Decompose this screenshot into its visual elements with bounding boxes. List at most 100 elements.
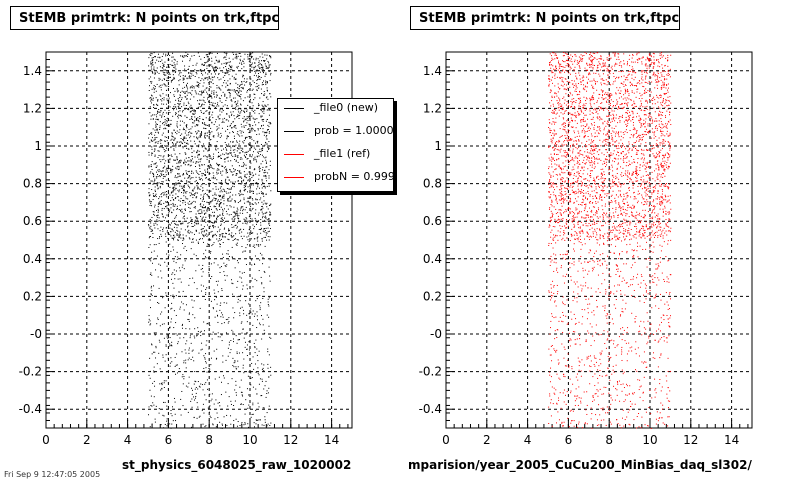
- scatter-point: [175, 223, 177, 225]
- scatter-point: [154, 195, 156, 197]
- scatter-point: [192, 172, 194, 174]
- scatter-point: [226, 52, 228, 54]
- scatter-point: [170, 357, 172, 359]
- scatter-point: [216, 171, 218, 173]
- scatter-point: [154, 418, 156, 420]
- scatter-point: [224, 80, 226, 82]
- scatter-point: [262, 66, 264, 68]
- scatter-point: [166, 98, 168, 100]
- scatter-point: [243, 250, 245, 252]
- scatter-point: [165, 196, 167, 198]
- scatter-point: [225, 130, 227, 132]
- scatter-point: [204, 207, 206, 209]
- scatter-point: [668, 166, 670, 168]
- scatter-point: [653, 56, 655, 58]
- scatter-point: [199, 165, 201, 167]
- scatter-point: [244, 118, 246, 120]
- scatter-point: [183, 138, 185, 140]
- scatter-point: [179, 278, 181, 280]
- scatter-point: [177, 173, 179, 175]
- scatter-point: [253, 68, 255, 70]
- scatter-point: [267, 172, 269, 174]
- scatter-point: [232, 181, 234, 183]
- scatter-point: [595, 72, 597, 74]
- scatter-point: [253, 368, 255, 370]
- scatter-point: [194, 221, 196, 223]
- scatter-point: [262, 324, 264, 326]
- scatter-point: [160, 383, 162, 385]
- scatter-point: [170, 250, 172, 252]
- scatter-point: [625, 229, 627, 231]
- scatter-point: [573, 181, 575, 183]
- scatter-point: [259, 97, 261, 99]
- scatter-point: [241, 130, 243, 132]
- scatter-point: [157, 123, 159, 125]
- scatter-point: [567, 95, 569, 97]
- scatter-point: [162, 354, 164, 356]
- scatter-point: [230, 213, 232, 215]
- y-tick-label: -0.2: [19, 365, 42, 379]
- scatter-point: [261, 211, 263, 213]
- scatter-point: [636, 54, 638, 56]
- scatter-point: [243, 179, 245, 181]
- scatter-point: [208, 82, 210, 84]
- scatter-point: [249, 160, 251, 162]
- scatter-point: [245, 164, 247, 166]
- scatter-point: [245, 264, 247, 266]
- scatter-point: [266, 81, 268, 83]
- scatter-point: [202, 122, 204, 124]
- scatter-point: [213, 176, 215, 178]
- scatter-point: [602, 91, 604, 93]
- scatter-point: [567, 225, 569, 227]
- scatter-point: [262, 101, 264, 103]
- scatter-point: [220, 394, 222, 396]
- scatter-point: [590, 104, 592, 106]
- scatter-point: [223, 222, 225, 224]
- scatter-point: [225, 210, 227, 212]
- scatter-point: [182, 295, 184, 297]
- scatter-point: [204, 394, 206, 396]
- scatter-point: [216, 173, 218, 175]
- scatter-point: [619, 190, 621, 192]
- scatter-point: [151, 169, 153, 171]
- scatter-point: [213, 403, 215, 405]
- scatter-point: [164, 423, 166, 425]
- scatter-point: [208, 146, 210, 148]
- scatter-point: [167, 64, 169, 66]
- scatter-point: [193, 54, 195, 56]
- scatter-point: [211, 230, 213, 232]
- scatter-point: [185, 96, 187, 98]
- scatter-point: [207, 165, 209, 167]
- scatter-points: [548, 52, 672, 429]
- scatter-point: [174, 78, 176, 80]
- scatter-point: [194, 328, 196, 330]
- scatter-point: [242, 194, 244, 196]
- scatter-point: [150, 102, 152, 104]
- y-tick-label: 0.2: [423, 289, 442, 303]
- scatter-point: [220, 206, 222, 208]
- scatter-point: [256, 90, 258, 92]
- scatter-point: [152, 87, 154, 89]
- scatter-point: [261, 283, 263, 285]
- scatter-point: [569, 95, 571, 97]
- x-tick-label: 12: [283, 433, 298, 447]
- scatter-point: [219, 110, 221, 112]
- scatter-point: [200, 194, 202, 196]
- scatter-point: [549, 78, 551, 80]
- scatter-point: [196, 185, 198, 187]
- scatter-point: [158, 203, 160, 205]
- scatter-point: [149, 244, 151, 246]
- scatter-point: [163, 69, 165, 71]
- scatter-point: [626, 157, 628, 159]
- scatter-point: [261, 64, 263, 66]
- scatter-point: [639, 108, 641, 110]
- scatter-point: [581, 167, 583, 169]
- scatter-point: [237, 100, 239, 102]
- scatter-point: [169, 167, 171, 169]
- scatter-point: [659, 218, 661, 220]
- scatter-point: [201, 132, 203, 134]
- scatter-point: [185, 343, 187, 345]
- scatter-point: [237, 360, 239, 362]
- scatter-point: [229, 65, 231, 67]
- scatter-point: [160, 155, 162, 157]
